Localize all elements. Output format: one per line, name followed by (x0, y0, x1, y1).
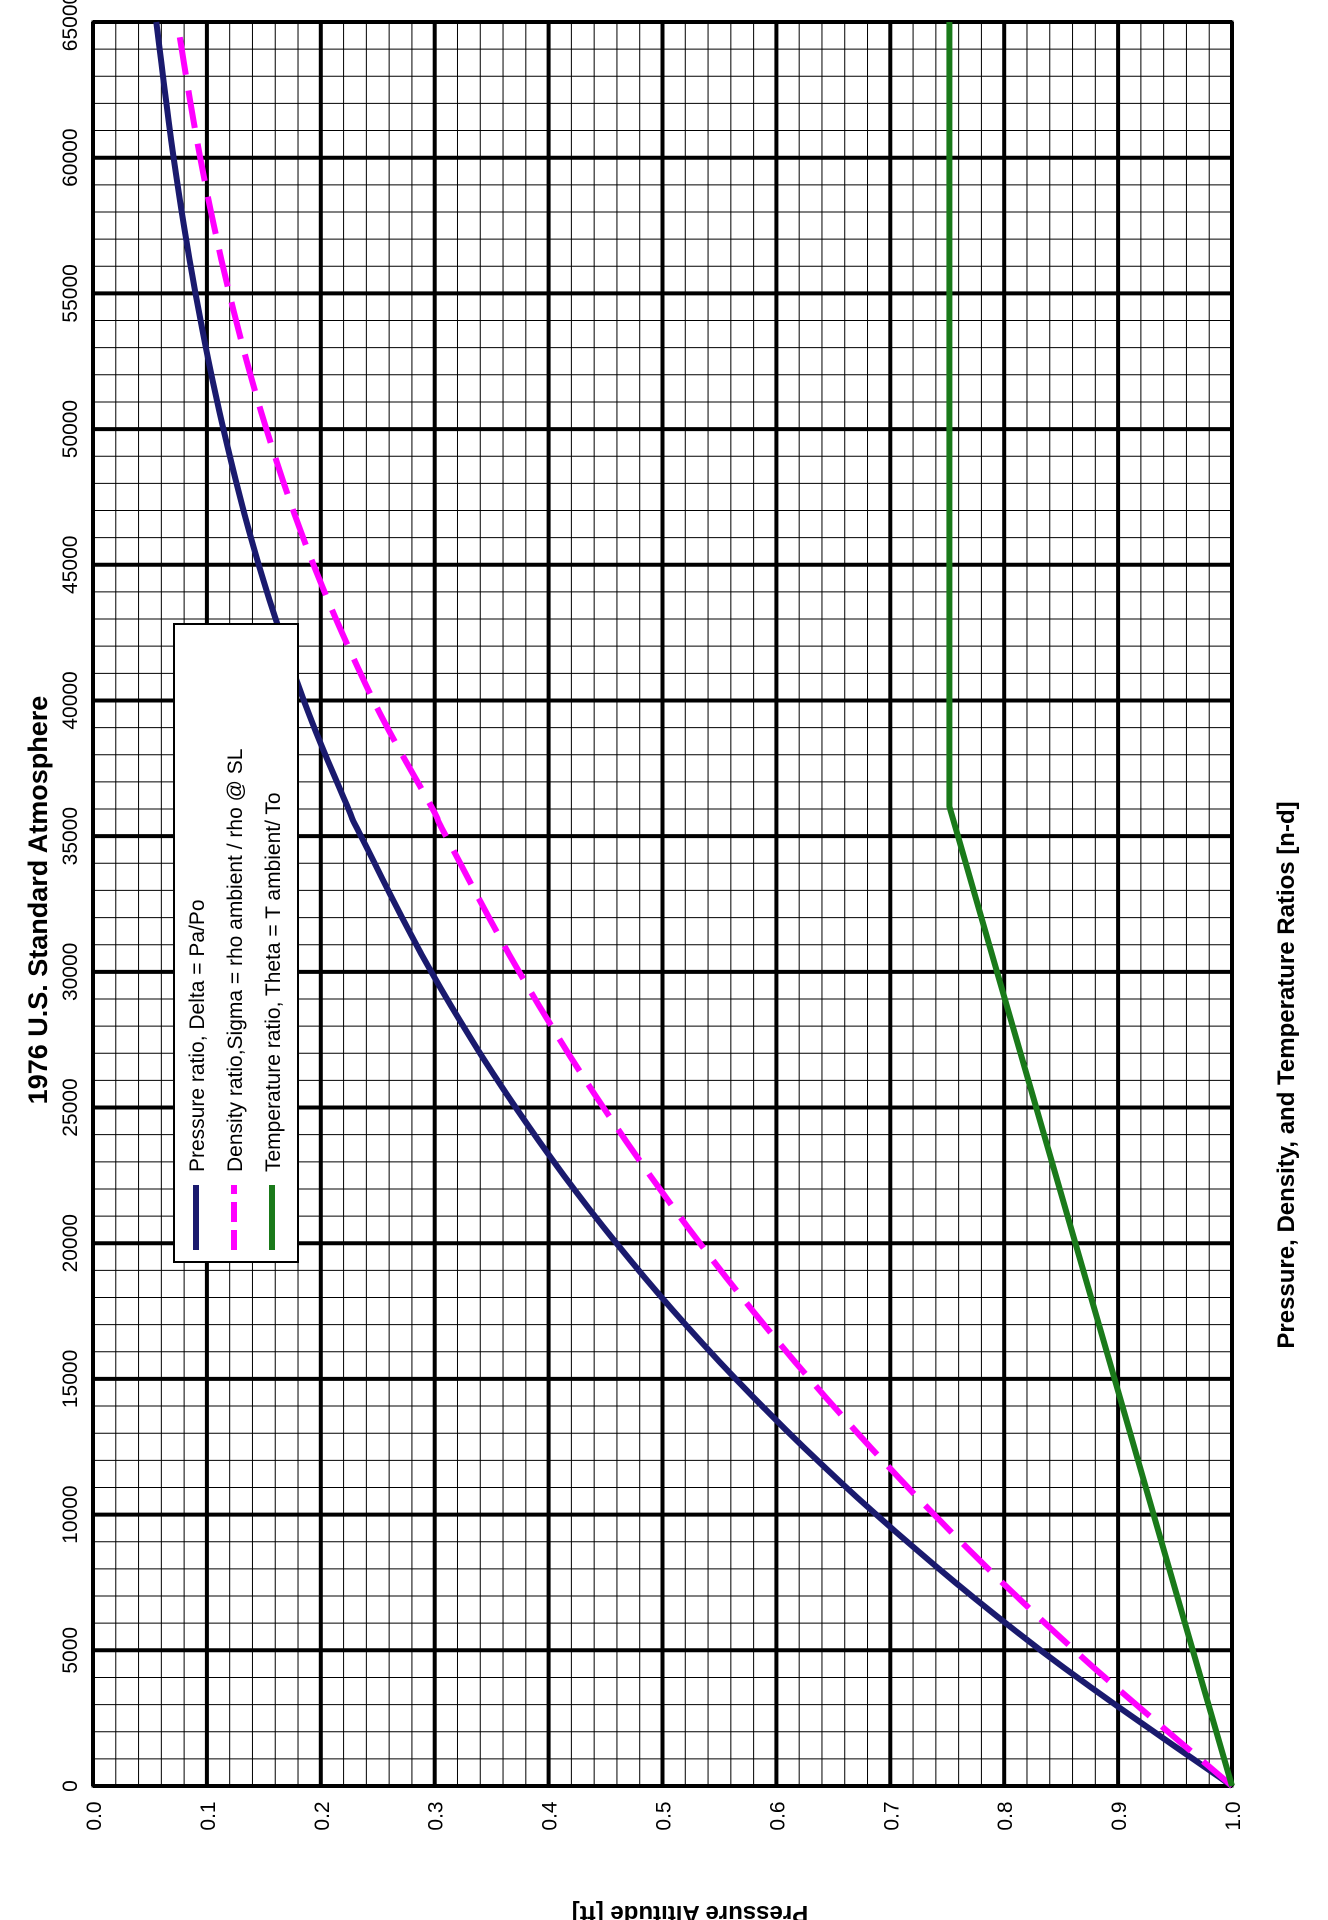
legend-box (173, 623, 299, 1263)
ratio-tick-label: 0.2 (311, 1801, 334, 1830)
ratio-tick-label: 0.3 (425, 1801, 448, 1830)
altitude-tick-label: 45000 (59, 536, 82, 594)
tick-labels: 0 5000 10000 15000 20000 25000 30000 35000 40000… (59, 0, 1245, 1831)
ratio-tick-label: 0.6 (766, 1801, 789, 1830)
altitude-tick-label: 10000 (59, 1485, 82, 1543)
plot-area-frame (91, 20, 1234, 1788)
chart-title: 1976 U.S. Standard Atmosphere (23, 696, 53, 1105)
series-layer (153, 21, 1235, 1789)
temperature-ratio-legend-label: Temperature ratio, Theta = T ambient/ To (262, 792, 285, 1172)
altitude-tick-label: 35000 (59, 807, 82, 865)
altitude-tick-label: 55000 (59, 264, 82, 322)
altitude-tick-label: 5000 (59, 1627, 82, 1674)
ratio-tick-label: 0.0 (83, 1801, 106, 1830)
ratio-tick-label: 0.1 (197, 1801, 220, 1830)
density-ratio-line (174, 21, 1234, 1789)
altitude-tick-label: 15000 (59, 1350, 82, 1408)
altitude-tick-label: 25000 (59, 1078, 82, 1136)
ratio-tick-label: 0.5 (653, 1801, 676, 1830)
altitude-tick-label: 50000 (59, 400, 82, 458)
ratio-tick-label: 0.9 (1108, 1801, 1131, 1830)
pressure-ratio-line (153, 21, 1234, 1789)
ratio-tick-label: 1.0 (1222, 1801, 1245, 1830)
altitude-tick-label: 0 (59, 1780, 82, 1792)
ratio-tick-label: 0.4 (539, 1801, 562, 1831)
altitude-tick-label: 60000 (59, 128, 82, 186)
altitude-tick-label: 40000 (59, 671, 82, 729)
grid-major (91, 20, 1234, 1788)
pressure-ratio-legend-label: Pressure ratio, Delta = Pa/Po (186, 899, 209, 1172)
altitude-axis-title: Pressure Altitude [ft] (572, 1900, 808, 1920)
ratio-tick-label: 0.8 (994, 1801, 1017, 1830)
temperature-ratio-line (946, 22, 1235, 1787)
ratio-axis-title: Pressure, Density, and Temperature Ratio… (1273, 801, 1300, 1348)
altitude-tick-label: 20000 (59, 1214, 82, 1272)
ratio-tick-label: 0.7 (880, 1801, 903, 1830)
density-ratio-legend-label: Density ratio,Sigma = rho ambient / rho … (224, 749, 247, 1172)
legend: Pressure ratio, Delta = Pa/Po Density rat… (173, 623, 299, 1263)
altitude-tick-label: 30000 (59, 943, 82, 1001)
altitude-tick-label: 65000 (59, 0, 82, 51)
